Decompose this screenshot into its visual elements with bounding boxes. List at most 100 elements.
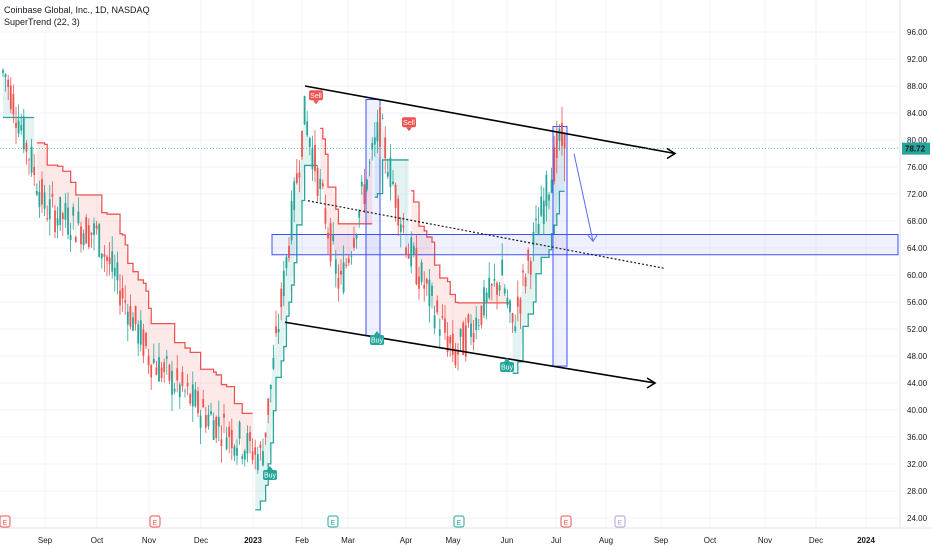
candle-body	[360, 181, 363, 187]
candle-body	[311, 147, 314, 170]
candle-body	[191, 384, 194, 407]
candle	[85, 214, 88, 244]
indicator-label[interactable]: SuperTrend (22, 3)	[4, 17, 80, 27]
chart-legend: Coinbase Global, Inc., 1D, NASDAQ SuperT…	[4, 4, 150, 28]
candle-body	[217, 416, 220, 427]
candle	[132, 312, 134, 332]
candle-body	[272, 357, 275, 369]
buy-signal: Buy	[500, 358, 514, 372]
candle-body	[139, 320, 142, 345]
candle-body	[563, 132, 566, 149]
candle	[155, 360, 158, 376]
y-tick-label: 48.00	[907, 352, 928, 361]
candle-body	[324, 208, 327, 224]
candle-body	[496, 282, 498, 295]
candle	[295, 159, 298, 185]
candle	[119, 274, 121, 315]
last-price-label: 78.72	[905, 145, 926, 154]
candle-body	[30, 146, 33, 173]
y-tick-label: 80.00	[907, 136, 928, 145]
x-tick-label: 2023	[244, 536, 262, 545]
candle-body	[498, 285, 501, 291]
y-tick-label: 96.00	[907, 28, 928, 37]
candle-body	[189, 394, 192, 404]
candle-body	[186, 382, 189, 387]
y-tick-label: 24.00	[907, 514, 928, 523]
candle	[298, 160, 301, 193]
candle	[407, 243, 410, 259]
candle-body	[553, 147, 556, 182]
support-zone	[271, 234, 899, 256]
candle-body	[158, 357, 160, 382]
supertrend-fill	[320, 128, 373, 284]
candle-body	[535, 218, 537, 221]
candle-body	[95, 225, 98, 229]
candle-body	[251, 451, 254, 461]
candle	[347, 254, 350, 266]
symbol-title[interactable]: Coinbase Global, Inc., 1D, NASDAQ	[4, 5, 150, 15]
candle-body	[514, 326, 517, 332]
candle-body	[103, 254, 106, 257]
candle	[485, 287, 488, 320]
candle	[490, 283, 493, 301]
candle	[147, 348, 150, 374]
signal-badge	[370, 335, 384, 345]
candle	[30, 138, 33, 177]
candle	[223, 404, 225, 434]
candle	[56, 206, 59, 239]
candle	[124, 285, 127, 315]
candle-body	[327, 232, 329, 239]
candle	[537, 207, 540, 236]
event-marker-box	[149, 515, 161, 528]
candle-body	[485, 292, 488, 303]
x-tick-label: Aug	[599, 536, 613, 545]
candle	[215, 415, 218, 444]
candle-body	[106, 256, 108, 262]
candle	[77, 197, 80, 226]
candle-body	[163, 362, 166, 373]
candle-body	[56, 218, 59, 226]
candle-body	[51, 194, 54, 197]
candle	[25, 140, 28, 165]
y-tick-label: 76.00	[907, 163, 928, 172]
candle-body	[306, 121, 309, 136]
candle	[470, 314, 472, 346]
signal-badge	[263, 470, 277, 480]
candle	[373, 122, 376, 157]
signal-badge	[500, 362, 514, 372]
signal-pointer-icon	[406, 127, 412, 132]
candle	[108, 242, 111, 276]
candle	[433, 305, 436, 335]
y-tick-label: 28.00	[907, 487, 928, 496]
candle	[272, 344, 275, 371]
candle-body	[82, 233, 85, 246]
x-tick-label: Dec	[194, 536, 208, 545]
candle-body	[254, 447, 257, 455]
candle-body	[262, 451, 264, 466]
candle-body	[236, 447, 238, 456]
candle-body	[12, 93, 15, 115]
candle	[522, 264, 524, 286]
candle-body	[126, 311, 129, 325]
candle	[35, 183, 38, 197]
y-tick-label: 52.00	[907, 325, 928, 334]
event-marker: E	[327, 515, 339, 528]
candle	[329, 217, 332, 267]
candle	[210, 402, 212, 416]
channel-lower-line	[284, 321, 656, 384]
candle-body	[280, 288, 283, 308]
candle	[306, 111, 309, 138]
candle-body	[394, 184, 397, 208]
channel-upper-line	[304, 85, 676, 155]
candle	[194, 382, 197, 408]
candle-body	[111, 251, 114, 272]
candle	[438, 318, 441, 348]
candle	[142, 323, 145, 363]
y-tick-label: 56.00	[907, 298, 928, 307]
candle	[126, 303, 129, 342]
candle	[95, 220, 98, 235]
candle-body	[48, 199, 51, 220]
candle-body	[308, 138, 311, 148]
candle	[561, 106, 563, 156]
